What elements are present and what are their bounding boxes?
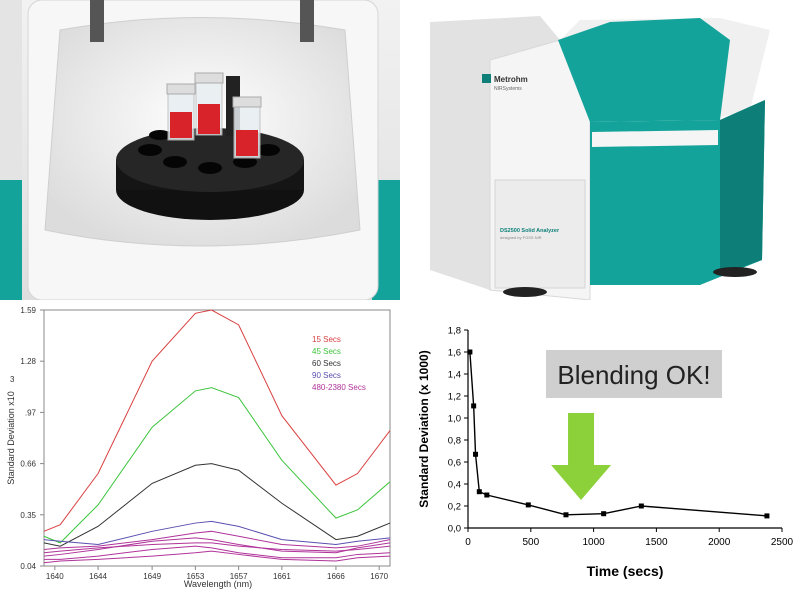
- sample-carousel-icon: [0, 0, 400, 300]
- y-tick-label: 0,0: [448, 524, 461, 535]
- x-tick-label: 1670: [370, 572, 388, 581]
- green-arrow: [551, 413, 612, 500]
- series-line: [43, 387, 391, 544]
- x-tick-label: 1649: [143, 572, 161, 581]
- y-tick-label: 0,4: [448, 480, 461, 491]
- y-tick-label: 0.66: [20, 460, 36, 469]
- arrow-head: [551, 465, 612, 500]
- legend-entry: 60 Secs: [312, 359, 341, 368]
- x-tick-label: 1640: [46, 572, 64, 581]
- series-line: [43, 520, 391, 546]
- y-tick-label: 1,4: [448, 370, 461, 381]
- model-sublabel: designed by FOSS NIR: [500, 235, 542, 240]
- x-tick-label: 1657: [230, 572, 248, 581]
- series-line: [43, 463, 391, 547]
- x-tick-label: 1000: [582, 537, 605, 548]
- spectra-chart: 1640 1644 1649 1653 1657 1661 1666 1670 1.59 1.28…: [0, 300, 400, 600]
- y-tick-label: 0.04: [20, 562, 36, 571]
- nir-analyzer-photo: Metrohm NIRSystems DS2500 Solid Analyzer…: [400, 0, 800, 300]
- series-line: [469, 351, 767, 517]
- time-chart: 0 500 1000 1500 2000 2500 0,0 0,2 0,4 0,6 0,8 1,0 1,…: [400, 300, 800, 600]
- data-point: [563, 512, 569, 518]
- data-point: [471, 403, 477, 409]
- nir-analyzer-icon: Metrohm NIRSystems DS2500 Solid Analyzer…: [430, 16, 770, 300]
- legend-entry: 15 Secs: [312, 335, 341, 344]
- x-axis-label: Wavelength (nm): [184, 579, 252, 589]
- x-tick-label: 1666: [327, 572, 345, 581]
- svg-text:Metrohm: Metrohm: [494, 75, 528, 84]
- y-tick-label: 1,8: [448, 326, 461, 337]
- legend-entry: 90 Secs: [312, 371, 341, 380]
- data-point: [525, 502, 531, 508]
- brand-logo: Metrohm NIRSystems: [482, 74, 528, 92]
- x-tick-label: 1644: [89, 572, 107, 581]
- legend-entry: 45 Secs: [312, 347, 341, 356]
- data-point: [484, 492, 490, 498]
- data-point: [764, 513, 770, 519]
- series-line: [43, 550, 391, 564]
- y-tick-label: 1,0: [448, 414, 461, 425]
- sample-vial: [194, 72, 224, 136]
- y-tick-label: 0.35: [20, 511, 36, 520]
- data-point: [638, 503, 644, 509]
- analyzer-lid: [558, 18, 730, 122]
- y-tick-label: 0,8: [448, 436, 461, 447]
- y-axis-label: Standard Deviation (x 1000): [417, 350, 431, 507]
- series-line: [43, 542, 391, 554]
- sample-vial: [166, 83, 196, 141]
- x-axis-label: Time (secs): [587, 563, 664, 579]
- time-chart-svg: 0 500 1000 1500 2000 2500 0,0 0,2 0,4 0,6 0,8 1,0 1,…: [417, 326, 794, 580]
- data-point: [467, 349, 473, 355]
- series-line: [43, 537, 391, 557]
- series-line: [44, 545, 391, 560]
- data-point: [476, 489, 482, 495]
- y-tick-label: 1.59: [20, 306, 36, 315]
- y-tick-label: .97: [25, 408, 37, 417]
- series-line: [43, 309, 391, 532]
- y-tick-label: 0,2: [448, 502, 461, 513]
- y-axis-exponent: 3: [10, 375, 15, 384]
- sample-vial: [232, 96, 262, 159]
- sample-carousel-photo: [0, 0, 400, 300]
- annotation-text: Blending OK!: [557, 360, 710, 390]
- y-axis-label: Standard Deviation x10: [6, 391, 16, 485]
- x-tick-label: 500: [522, 537, 539, 548]
- arrow-shaft: [568, 413, 595, 465]
- teal-panel-left: [0, 180, 22, 300]
- hinge-left: [90, 0, 104, 42]
- x-tick-label: 2500: [771, 537, 794, 548]
- x-tick-label: 1653: [186, 572, 204, 581]
- data-point: [473, 451, 479, 457]
- annotation-box: [546, 350, 722, 398]
- y-tick-label: 1,2: [448, 392, 461, 403]
- y-tick-label: 0,6: [448, 458, 461, 469]
- data-point: [601, 511, 607, 517]
- hinge-right: [300, 0, 314, 42]
- model-label: DS2500 Solid Analyzer: [500, 228, 560, 234]
- legend-entry: 480-2380 Secs: [312, 383, 366, 392]
- series-line: [43, 530, 391, 550]
- y-tick-label: 1,6: [448, 348, 461, 359]
- svg-text:NIRSystems: NIRSystems: [494, 86, 522, 92]
- y-tick-label: 1.28: [20, 357, 36, 366]
- x-tick-label: 2000: [708, 537, 731, 548]
- sample-tray: [116, 128, 304, 192]
- x-tick-label: 1500: [645, 537, 668, 548]
- spectra-chart-svg: 1640 1644 1649 1653 1657 1661 1666 1670 1.59 1.28…: [6, 306, 391, 589]
- x-tick-label: 1661: [273, 572, 291, 581]
- x-tick-label: 0: [465, 537, 471, 548]
